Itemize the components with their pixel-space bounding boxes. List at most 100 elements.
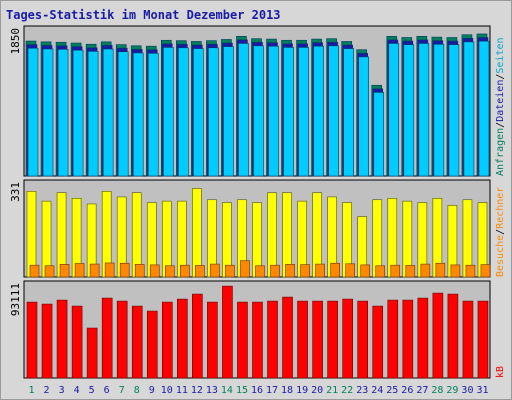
- day-label: 11: [176, 385, 188, 396]
- bar-kb-day-6: [101, 297, 113, 379]
- legend-entry: Besuche: [495, 235, 506, 277]
- legend-entry: /: [495, 229, 506, 235]
- day-label: 3: [59, 385, 65, 396]
- bar-seiten-day-4: [72, 49, 84, 177]
- bar-rechner-day-11: [180, 264, 190, 278]
- day-label: 22: [341, 385, 353, 396]
- day-label: 25: [386, 385, 398, 396]
- legend-entry: kB: [495, 366, 506, 378]
- bar-rechner-day-15: [240, 260, 250, 278]
- day-label: 21: [326, 385, 338, 396]
- bar-rechner-day-30: [465, 264, 476, 278]
- bar-rechner-day-10: [164, 265, 175, 278]
- visits-sites-panel: 331: [9, 179, 491, 278]
- bar-seiten-day-18: [283, 47, 294, 177]
- bar-seiten-day-1: [27, 47, 39, 177]
- day-label: 24: [371, 385, 383, 396]
- bar-rechner-day-25: [390, 264, 401, 278]
- bar-seiten-day-15: [238, 43, 249, 177]
- bar-seiten-day-28: [433, 43, 445, 177]
- bar-rechner-day-19: [300, 264, 310, 278]
- bar-rechner-day-28: [435, 262, 446, 278]
- day-label: 27: [416, 385, 428, 396]
- day-label: 30: [461, 385, 473, 396]
- day-label: 8: [134, 385, 140, 396]
- y-max-label: 93111: [9, 283, 22, 316]
- day-label: 10: [161, 385, 173, 396]
- day-label: 1: [29, 385, 35, 396]
- bar-seiten-day-6: [102, 48, 114, 177]
- bar-seiten-day-19: [298, 47, 309, 177]
- bar-kb-day-11: [177, 298, 188, 379]
- day-label: 14: [221, 385, 233, 396]
- day-label: 29: [446, 385, 458, 396]
- bar-seiten-day-5: [87, 51, 99, 177]
- legend-entry: Anfragen: [495, 128, 506, 176]
- day-label: 4: [74, 385, 80, 396]
- legend-entry: /: [495, 122, 506, 128]
- bar-rechner-day-2: [44, 265, 55, 278]
- bar-rechner-day-3: [59, 264, 70, 278]
- bar-seiten-day-20: [313, 45, 324, 177]
- bar-kb-day-15: [237, 301, 248, 379]
- bar-kb-day-12: [192, 293, 203, 379]
- bar-rechner-day-20: [315, 263, 325, 278]
- bar-rechner-day-31: [480, 264, 491, 278]
- bar-kb-day-30: [462, 300, 474, 379]
- day-label: 12: [191, 385, 203, 396]
- bar-rechner-day-13: [210, 263, 220, 278]
- bar-kb-day-21: [327, 300, 338, 379]
- bar-kb-day-17: [267, 300, 278, 379]
- bar-rechner-day-16: [255, 265, 265, 278]
- bar-kb-day-13: [207, 301, 218, 379]
- legend-top: Anfragen/Dateien/Seiten: [495, 37, 506, 176]
- legend-entry: /: [495, 74, 506, 80]
- bar-kb-day-31: [477, 300, 489, 379]
- bar-kb-day-5: [86, 327, 98, 379]
- bar-seiten-day-9: [147, 53, 159, 177]
- bar-besuche-day-12: [192, 188, 202, 278]
- bar-rechner-day-9: [149, 264, 160, 278]
- bar-kb-day-2: [41, 303, 53, 379]
- bar-seiten-day-22: [343, 48, 354, 177]
- bar-seiten-day-26: [403, 44, 415, 177]
- bar-besuche-day-17: [267, 192, 277, 278]
- day-label: 5: [89, 385, 95, 396]
- legend-bottom: kB: [495, 366, 506, 378]
- bar-seiten-day-17: [268, 45, 279, 177]
- day-label: 19: [296, 385, 308, 396]
- day-label: 18: [281, 385, 293, 396]
- bar-rechner-day-17: [270, 264, 280, 278]
- bar-rechner-day-29: [450, 264, 461, 278]
- y-max-label: 1850: [9, 28, 22, 55]
- bar-rechner-day-23: [360, 264, 371, 278]
- bar-rechner-day-6: [104, 262, 115, 278]
- bar-kb-day-22: [342, 298, 353, 379]
- bar-rechner-day-27: [420, 263, 431, 278]
- bar-seiten-day-29: [448, 44, 460, 177]
- day-label: 7: [119, 385, 125, 396]
- legend-entry: Dateien: [495, 80, 506, 122]
- bar-rechner-day-4: [74, 263, 85, 278]
- bar-kb-day-19: [297, 300, 308, 379]
- bar-kb-day-28: [432, 292, 444, 379]
- bar-seiten-day-21: [328, 45, 339, 177]
- bar-rechner-day-24: [375, 265, 386, 278]
- day-label: 17: [266, 385, 278, 396]
- bar-kb-day-10: [161, 301, 173, 379]
- bar-kb-day-4: [71, 305, 83, 379]
- bar-kb-day-26: [402, 299, 414, 379]
- bar-kb-day-23: [357, 300, 369, 379]
- bar-seiten-day-13: [208, 47, 219, 177]
- bar-besuche-day-1: [26, 191, 37, 278]
- bar-seiten-day-12: [193, 48, 204, 177]
- day-label: 28: [431, 385, 443, 396]
- bar-kb-day-20: [312, 300, 323, 379]
- legend-entry: Rechner: [495, 187, 506, 229]
- requests-files-panel: 1850: [9, 25, 491, 177]
- day-label: 16: [251, 385, 263, 396]
- bar-rechner-day-18: [285, 264, 295, 278]
- bar-rechner-day-21: [330, 262, 340, 278]
- bar-seiten-day-7: [117, 51, 129, 177]
